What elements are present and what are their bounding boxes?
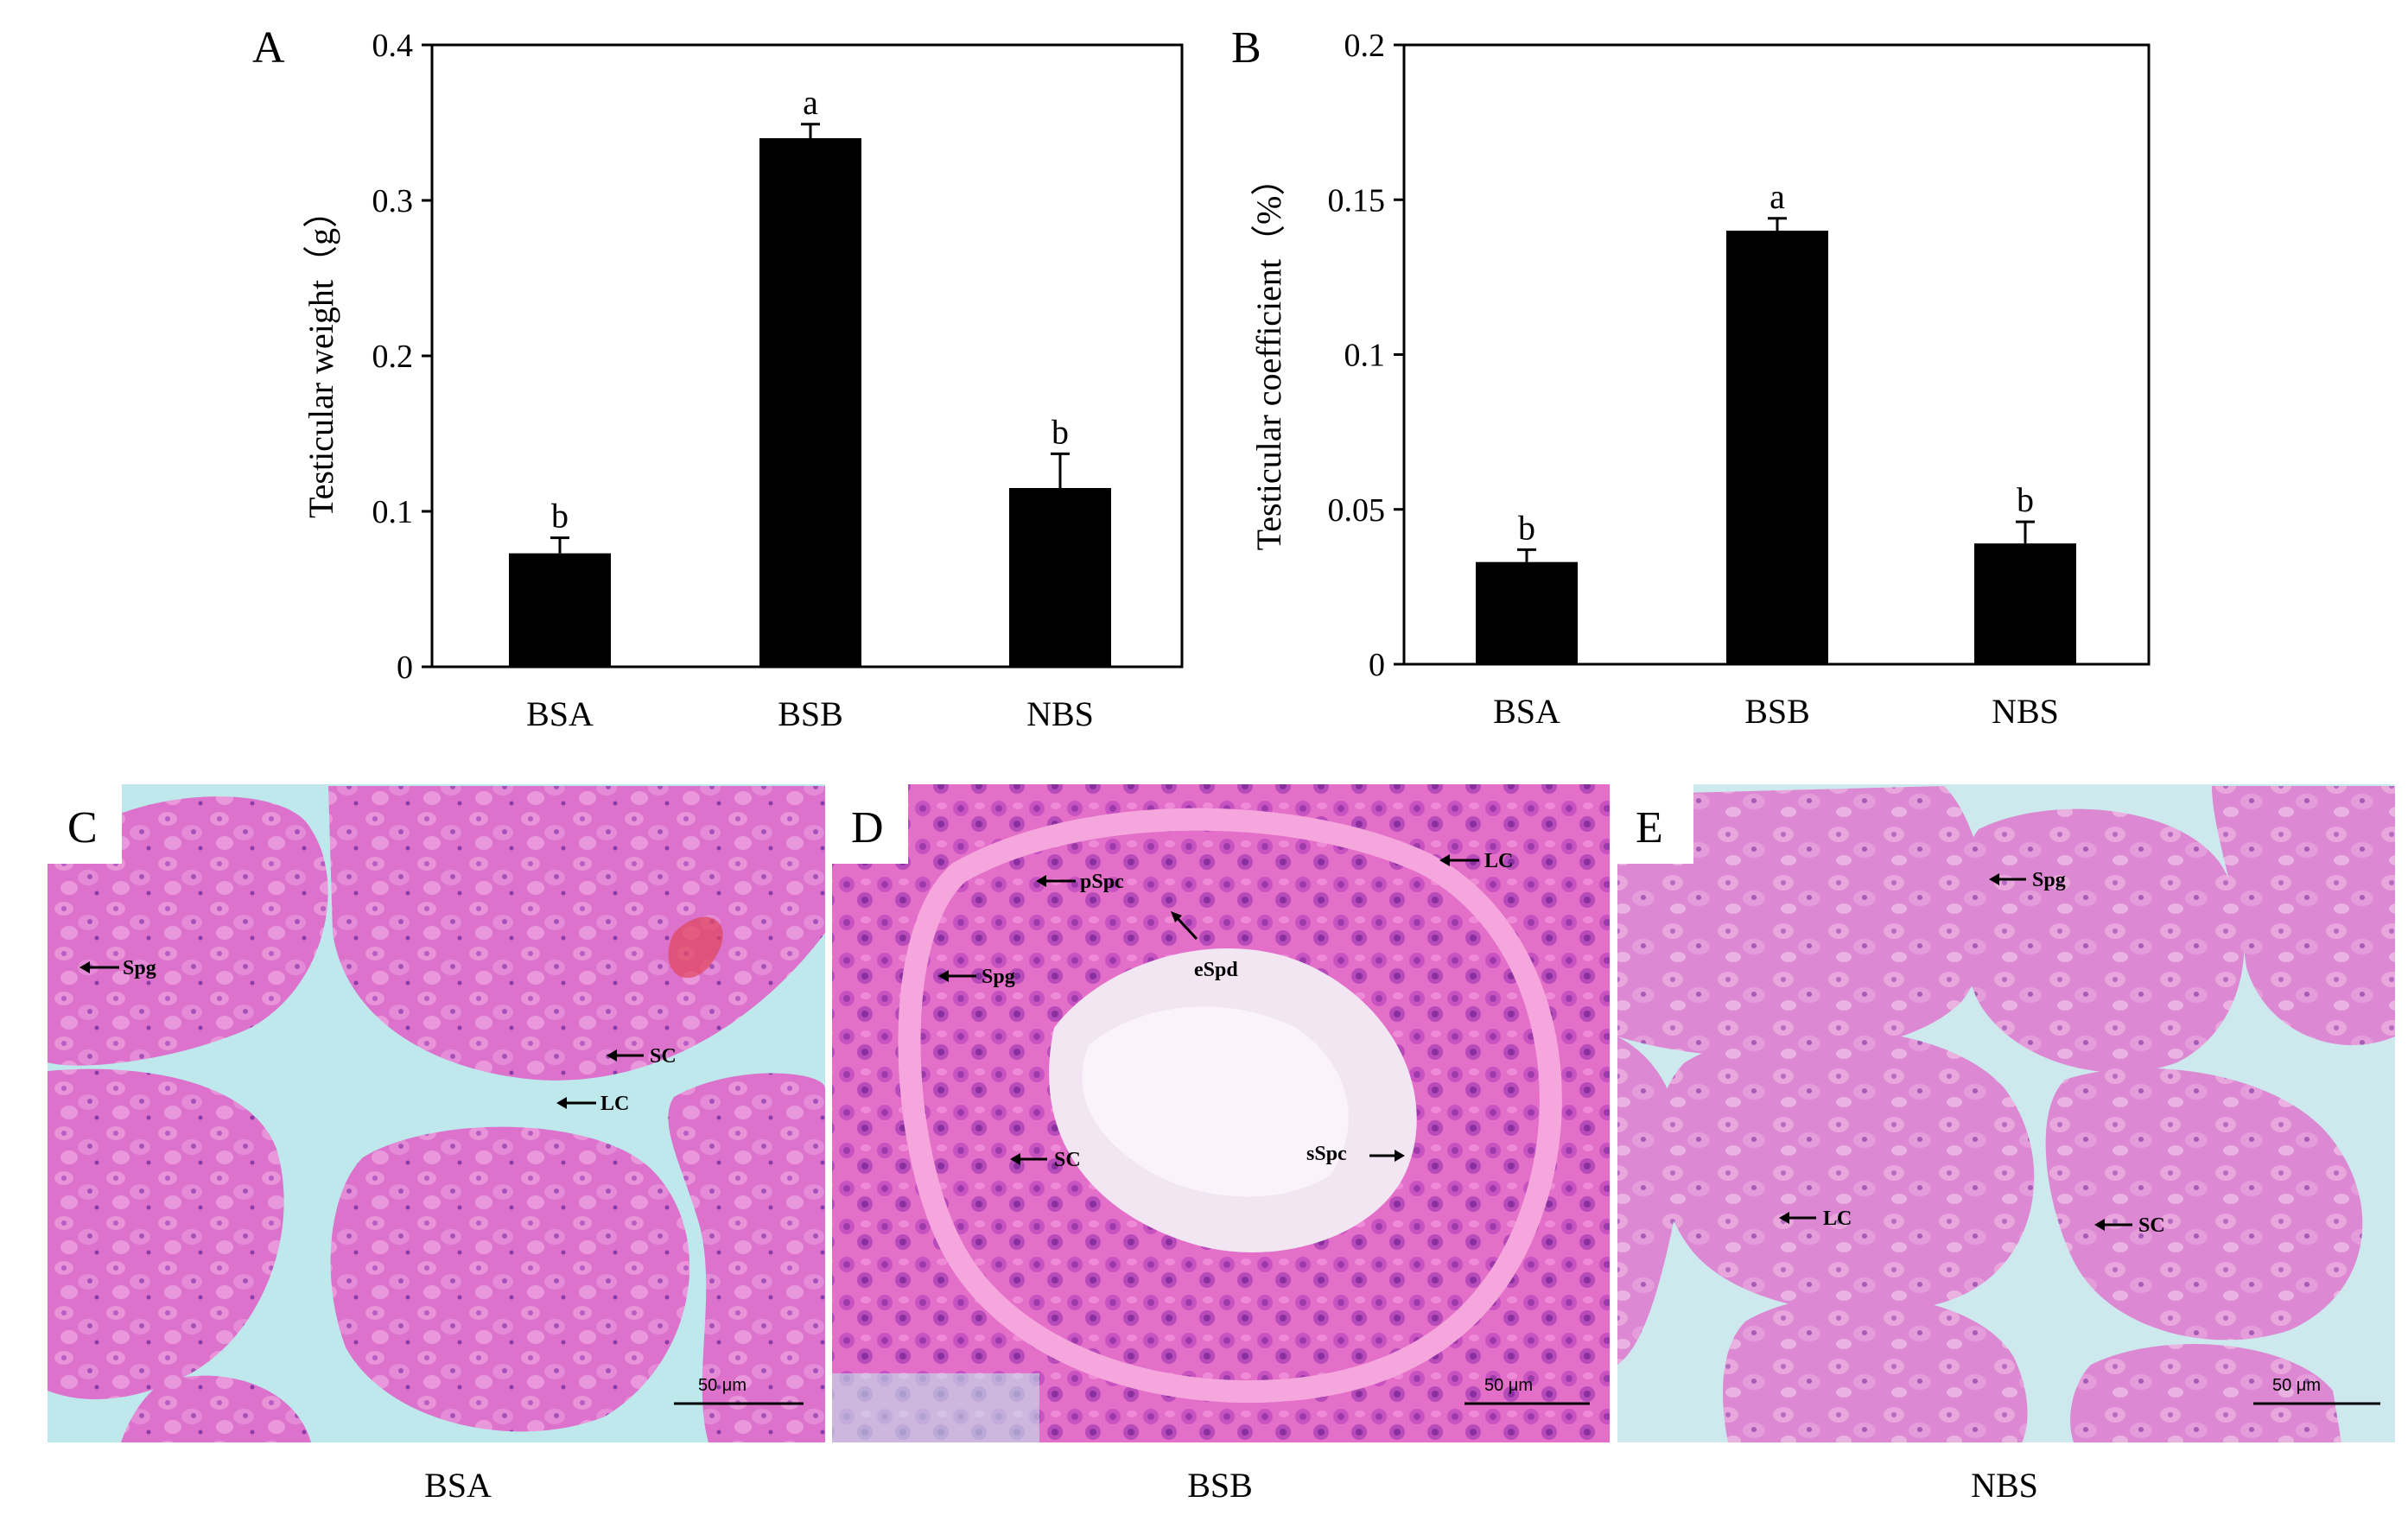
label-espd: eSpd bbox=[1194, 959, 1238, 981]
y-tick-label: 0.4 bbox=[372, 28, 414, 64]
panel-letter-a: A bbox=[252, 23, 285, 73]
scale-label: 50 μm bbox=[1484, 1376, 1533, 1395]
arrow-spg: Spg bbox=[79, 957, 156, 979]
category-label: BSB bbox=[1744, 692, 1810, 731]
panel-letter-e: E bbox=[1636, 803, 1663, 853]
caption-d: BSB bbox=[1187, 1466, 1253, 1505]
y-tick-label: 0.1 bbox=[372, 494, 414, 530]
arrow-sc: SC bbox=[607, 1045, 677, 1068]
panel-letter-c-box bbox=[48, 784, 122, 864]
tubule bbox=[2212, 786, 2395, 1046]
chart-b-ylabel: Testicular coefficient（%） bbox=[1249, 162, 1288, 551]
label-lc: LC bbox=[1823, 1208, 1852, 1230]
category-label: BSA bbox=[1493, 692, 1560, 731]
arrow-sspc: sSpc bbox=[1306, 1143, 1405, 1165]
tubule bbox=[48, 796, 328, 1066]
arrow-sc: SC bbox=[2094, 1214, 2165, 1237]
significance-label: b bbox=[551, 497, 569, 536]
label-sc: SC bbox=[650, 1045, 677, 1068]
tubule bbox=[1959, 808, 2245, 1073]
y-tick-label: 0 bbox=[1369, 647, 1385, 683]
tubule bbox=[1617, 786, 1986, 1057]
bar bbox=[759, 138, 861, 667]
label-lc: LC bbox=[600, 1093, 629, 1115]
lumen-center bbox=[1082, 1006, 1349, 1197]
label-spg: Spg bbox=[2032, 869, 2066, 891]
significance-label: b bbox=[1518, 508, 1535, 547]
caption-e: NBS bbox=[1971, 1466, 2038, 1505]
micrograph-c: C Spg SC LC 50 μm bbox=[48, 784, 825, 1442]
bar bbox=[1476, 561, 1578, 664]
arrow-pspc: pSpc bbox=[1036, 871, 1124, 893]
category-label: BSA bbox=[526, 694, 594, 733]
interstitial-space bbox=[832, 1373, 1039, 1442]
tubule bbox=[1617, 1036, 1682, 1365]
label-spg: Spg bbox=[982, 966, 1015, 988]
panel-letter-c: C bbox=[67, 803, 98, 853]
label-sc: SC bbox=[2138, 1214, 2165, 1237]
y-tick-label: 0.3 bbox=[372, 183, 414, 219]
label-spg: Spg bbox=[123, 957, 156, 979]
tubule bbox=[2070, 1344, 2341, 1442]
arrow-spg: Spg bbox=[938, 966, 1015, 988]
tubule bbox=[1656, 1029, 2035, 1314]
panel-letter-d-box bbox=[832, 784, 908, 864]
significance-label: a bbox=[803, 83, 818, 122]
category-label: NBS bbox=[1026, 694, 1094, 733]
tubule bbox=[121, 1375, 311, 1442]
micrograph-e: E Spg LC SC 50 μm bbox=[1617, 784, 2395, 1442]
tubule bbox=[668, 1073, 825, 1442]
arrow-lc: LC bbox=[1439, 850, 1513, 872]
y-tick-label: 0.05 bbox=[1328, 492, 1386, 529]
chart-a-ylabel: Testicular weight（g） bbox=[302, 193, 340, 518]
arrow-spg: Spg bbox=[1989, 869, 2066, 891]
arrow-sc: SC bbox=[1010, 1149, 1081, 1171]
y-tick-label: 0.2 bbox=[372, 339, 414, 375]
arrow-espd: eSpd bbox=[1171, 911, 1238, 981]
significance-label: b bbox=[2017, 480, 2034, 519]
y-tick-label: 0.1 bbox=[1344, 338, 1386, 374]
significance-label: a bbox=[1769, 177, 1785, 216]
panel-letter-d: D bbox=[851, 803, 884, 853]
arrow-lc: LC bbox=[556, 1093, 629, 1115]
bar bbox=[1726, 231, 1828, 664]
chart-b: B 0 0.05 0.1 0.15 0.2 b BSA a BSB b NBS Testicula… bbox=[1231, 23, 2151, 731]
label-pspc: pSpc bbox=[1080, 871, 1124, 893]
tubule bbox=[1723, 1295, 2028, 1442]
label-lc: LC bbox=[1484, 850, 1513, 872]
scale-label: 50 μm bbox=[698, 1376, 747, 1395]
tubule bbox=[330, 1126, 690, 1432]
panel-letter-b: B bbox=[1231, 23, 1261, 73]
red-cell-cluster bbox=[668, 916, 723, 979]
arrow-lc: LC bbox=[1779, 1208, 1852, 1230]
tubule bbox=[48, 1068, 284, 1399]
category-label: NBS bbox=[1992, 692, 2059, 731]
label-sc: SC bbox=[1054, 1149, 1081, 1171]
bar bbox=[1974, 543, 2076, 664]
scale-bar: 50 μm bbox=[674, 1376, 804, 1405]
panel-letter-e-box bbox=[1617, 784, 1693, 864]
significance-label: b bbox=[1052, 412, 1069, 451]
tubule bbox=[2045, 1068, 2363, 1341]
category-label: BSB bbox=[778, 694, 843, 733]
y-tick-label: 0 bbox=[397, 650, 413, 686]
chart-a: A 0 0.1 0.2 0.3 0.4 b BSA a BSB b NBS Testicular … bbox=[252, 23, 1184, 733]
bar bbox=[1009, 488, 1111, 667]
scale-bar: 50 μm bbox=[1464, 1376, 1590, 1405]
scale-label: 50 μm bbox=[2272, 1376, 2321, 1395]
y-tick-label: 0.15 bbox=[1328, 182, 1386, 219]
micrograph-d: D pSpc LC eSpd Spg SC sSpc bbox=[832, 784, 1610, 1442]
caption-c: BSA bbox=[424, 1466, 492, 1505]
tubule bbox=[328, 786, 825, 1081]
tubule-wall bbox=[898, 808, 1562, 1403]
label-sspc: sSpc bbox=[1306, 1143, 1347, 1165]
scale-bar: 50 μm bbox=[2253, 1376, 2380, 1405]
bar bbox=[509, 553, 611, 667]
y-tick-label: 0.2 bbox=[1344, 28, 1386, 64]
